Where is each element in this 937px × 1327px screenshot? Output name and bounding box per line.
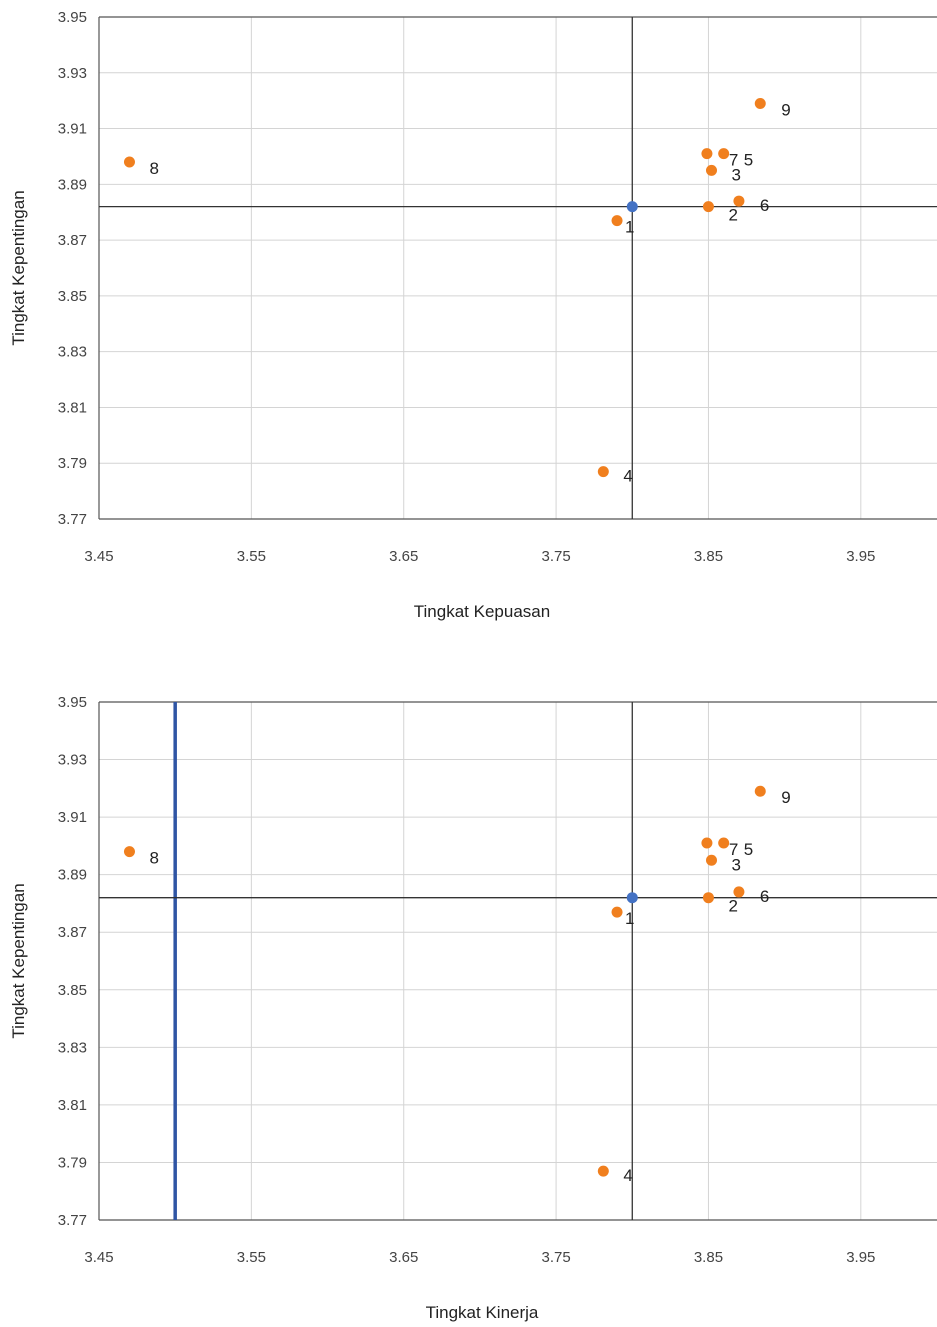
y-tick-label: 3.81 xyxy=(58,1097,87,1114)
data-point-5 xyxy=(718,837,730,849)
data-point-3 xyxy=(706,164,718,176)
mean-point xyxy=(626,201,638,213)
y-tick-label: 3.79 xyxy=(58,1154,87,1171)
point-label-7: 7 xyxy=(729,151,738,170)
data-point-7 xyxy=(701,148,713,160)
y-tick-label: 3.95 xyxy=(58,694,87,711)
data-point-8 xyxy=(123,846,135,858)
point-label-2: 2 xyxy=(728,897,737,916)
y-tick-label: 3.89 xyxy=(58,867,87,884)
data-point-4 xyxy=(597,1165,609,1177)
x-tick-label: 3.45 xyxy=(84,1249,113,1266)
y-tick-label: 3.77 xyxy=(58,511,87,528)
point-label-2: 2 xyxy=(728,206,737,225)
data-point-5 xyxy=(718,148,730,160)
y-axis-title: Tingkat Kepentingan xyxy=(9,190,28,345)
point-label-5: 5 xyxy=(744,840,753,859)
data-point-1 xyxy=(611,906,623,918)
y-tick-label: 3.79 xyxy=(58,455,87,472)
x-tick-label: 3.75 xyxy=(541,1249,570,1266)
y-tick-label: 3.77 xyxy=(58,1212,87,1229)
data-point-8 xyxy=(123,156,135,168)
point-label-8: 8 xyxy=(149,159,158,178)
y-tick-label: 3.95 xyxy=(58,9,87,26)
x-tick-label: 3.55 xyxy=(237,548,266,565)
y-tick-label: 3.87 xyxy=(58,232,87,249)
data-point-6 xyxy=(733,195,745,207)
point-label-6: 6 xyxy=(760,887,769,906)
y-axis-title: Tingkat Kepentingan xyxy=(9,883,28,1038)
y-tick-label: 3.83 xyxy=(58,1039,87,1056)
x-tick-label: 3.95 xyxy=(846,1249,875,1266)
chart-kepuasan: 3.45 3.55 3.65 3.75 3.85 3.95 3.95 3.93 3.91 3.89… xyxy=(9,9,937,621)
x-tick-label: 3.75 xyxy=(541,548,570,565)
point-label-8: 8 xyxy=(149,849,158,868)
data-point-2 xyxy=(702,892,714,904)
y-tick-label: 3.85 xyxy=(58,288,87,305)
y-tick-label: 3.93 xyxy=(58,752,87,769)
x-tick-label: 3.45 xyxy=(84,548,113,565)
point-label-4: 4 xyxy=(623,1166,632,1185)
point-label-6: 6 xyxy=(760,196,769,215)
y-tick-label: 3.81 xyxy=(58,399,87,416)
data-point-7 xyxy=(701,837,713,849)
x-axis-title: Tingkat Kinerja xyxy=(426,1303,539,1322)
x-tick-label: 3.65 xyxy=(389,548,418,565)
data-point-1 xyxy=(611,215,623,227)
point-label-9: 9 xyxy=(781,100,790,119)
x-tick-label: 3.85 xyxy=(694,548,723,565)
data-point-9 xyxy=(754,785,766,797)
x-tick-label: 3.65 xyxy=(389,1249,418,1266)
point-label-5: 5 xyxy=(744,151,753,170)
data-point-3 xyxy=(706,854,718,866)
point-label-9: 9 xyxy=(781,788,790,807)
x-axis-title: Tingkat Kepuasan xyxy=(414,602,550,621)
data-point-6 xyxy=(733,886,745,898)
mean-point xyxy=(626,892,638,904)
data-point-4 xyxy=(597,466,609,478)
y-tick-label: 3.91 xyxy=(58,121,87,138)
chart-kinerja: 3.45 3.55 3.65 3.75 3.85 3.95 3.95 3.93 3.91 3.89… xyxy=(9,694,937,1322)
x-tick-label: 3.85 xyxy=(694,1249,723,1266)
data-point-2 xyxy=(702,201,714,213)
y-tick-label: 3.91 xyxy=(58,809,87,826)
y-tick-label: 3.87 xyxy=(58,924,87,941)
y-tick-label: 3.89 xyxy=(58,176,87,193)
point-label-7: 7 xyxy=(729,840,738,859)
point-label-1: 1 xyxy=(625,909,634,928)
y-tick-label: 3.85 xyxy=(58,982,87,999)
x-tick-label: 3.55 xyxy=(237,1249,266,1266)
y-tick-label: 3.93 xyxy=(58,65,87,82)
data-point-9 xyxy=(754,97,766,109)
point-label-3: 3 xyxy=(732,165,741,184)
x-tick-label: 3.95 xyxy=(846,548,875,565)
y-tick-label: 3.83 xyxy=(58,344,87,361)
point-label-3: 3 xyxy=(732,855,741,874)
point-label-1: 1 xyxy=(625,218,634,237)
point-label-4: 4 xyxy=(623,467,632,486)
